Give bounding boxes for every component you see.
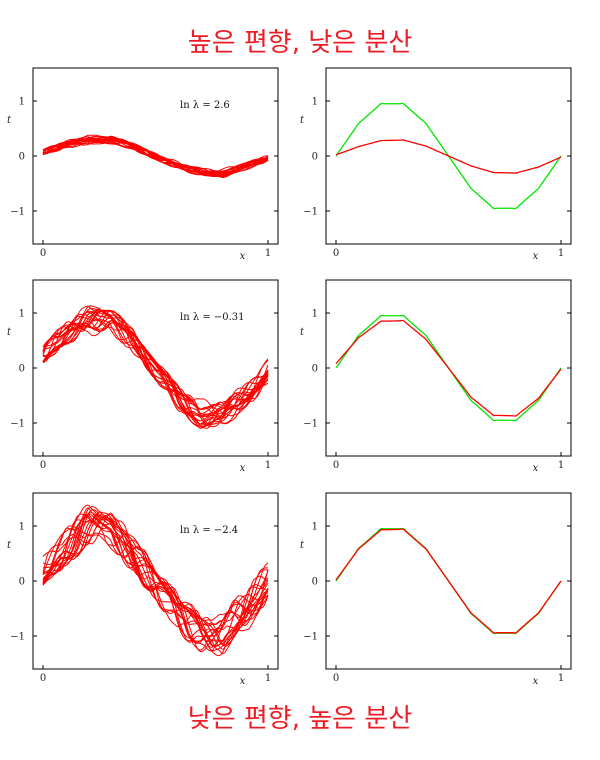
x-axis-label: x	[533, 463, 539, 474]
y-tick-label: 0	[312, 152, 318, 163]
x-tick-label: 1	[265, 248, 271, 259]
y-tick-label: 0	[312, 364, 318, 375]
x-axis-label: x	[240, 676, 246, 687]
y-axis-label: t	[300, 327, 305, 338]
regularization-label: ln λ = 2.6	[180, 100, 230, 111]
y-tick-label: −1	[10, 419, 25, 430]
regularization-label: ln λ = −2.4	[180, 525, 238, 536]
average-fit-curve	[335, 528, 562, 634]
fit-curve	[42, 514, 269, 648]
y-axis-label: t	[7, 115, 12, 126]
y-tick-label: 1	[312, 97, 318, 108]
regularization-label: ln λ = −0.31	[180, 312, 245, 323]
chart-panel-r2-c1: 10−10 1tx	[300, 492, 572, 687]
y-tick-label: 0	[312, 577, 318, 588]
x-axis-label: x	[240, 463, 246, 474]
y-tick-label: 1	[312, 309, 318, 320]
x-tick-label: 0	[40, 673, 46, 684]
x-tick-label: 0	[333, 248, 339, 259]
y-tick-label: −1	[303, 632, 318, 643]
caption-high-bias-low-variance: 높은 편향, 낮은 분산	[187, 28, 413, 58]
chart-panel-r1-c1: 10−10 1tx	[300, 279, 572, 474]
x-tick-label: 1	[558, 460, 564, 471]
fit-curve	[42, 138, 269, 176]
x-tick-label: 1	[558, 248, 564, 259]
x-tick-label: 0	[333, 673, 339, 684]
y-tick-label: 1	[19, 309, 25, 320]
y-tick-label: −1	[10, 207, 25, 218]
y-axis-label: t	[300, 115, 305, 126]
fit-curve	[42, 307, 269, 417]
fit-curve	[42, 310, 269, 426]
fit-curve	[42, 317, 269, 425]
y-tick-label: 1	[19, 522, 25, 533]
y-tick-label: 1	[19, 97, 25, 108]
fit-curve	[42, 504, 269, 632]
y-axis-label: t	[7, 540, 12, 551]
y-axis-label: t	[7, 327, 12, 338]
fit-curve	[42, 311, 269, 422]
fit-curve	[42, 137, 269, 175]
x-tick-label: 0	[333, 460, 339, 471]
y-tick-label: 0	[19, 577, 25, 588]
y-axis-label: t	[300, 540, 305, 551]
fit-curve	[42, 512, 269, 647]
axes-frame	[32, 492, 279, 670]
fit-curve	[42, 513, 269, 642]
x-tick-label: 1	[265, 460, 271, 471]
x-tick-label: 0	[40, 248, 46, 259]
x-tick-label: 0	[40, 460, 46, 471]
x-axis-label: x	[533, 676, 539, 687]
x-tick-label: 1	[265, 673, 271, 684]
y-tick-label: 0	[19, 152, 25, 163]
y-tick-label: −1	[303, 419, 318, 430]
fit-curve	[42, 511, 269, 652]
y-tick-label: 1	[312, 522, 318, 533]
x-tick-label: 1	[558, 673, 564, 684]
average-fit-curve	[335, 139, 562, 174]
y-tick-label: −1	[10, 632, 25, 643]
x-axis-label: x	[533, 251, 539, 262]
y-tick-label: 0	[19, 364, 25, 375]
caption-low-bias-high-variance: 낮은 편향, 높은 분산	[187, 704, 413, 734]
y-tick-label: −1	[303, 207, 318, 218]
fit-curve	[42, 310, 269, 425]
x-axis-label: x	[240, 251, 246, 262]
average-fit-curve	[335, 319, 562, 417]
fit-curve	[42, 509, 269, 653]
chart-panel-r0-c1: 10−10 1tx	[300, 67, 572, 262]
fit-curve	[42, 506, 269, 657]
